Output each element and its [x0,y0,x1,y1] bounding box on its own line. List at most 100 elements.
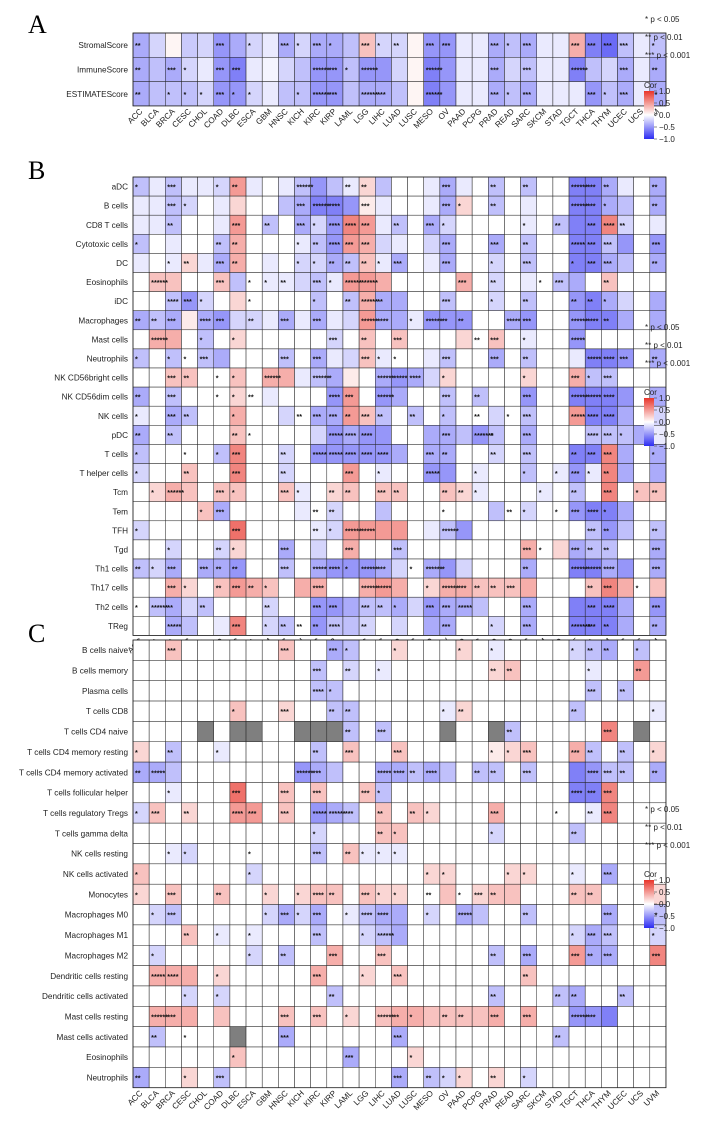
significance-stars: **** [587,316,598,325]
significance-stars: ** [280,450,286,459]
heatmap-cell [439,822,457,844]
significance-stars: *** [603,488,612,497]
heatmap-cell [407,1067,424,1088]
pvalue-legend-item: *** p < 0.001 [645,51,691,60]
heatmap-cell [245,1067,263,1088]
heatmap-cell [536,176,554,197]
heatmap-cell [536,348,554,369]
heatmap-cell [132,700,150,722]
heatmap-cell [294,348,311,369]
heatmap-cell [488,501,505,522]
heatmap-cell [132,539,150,560]
significance-stars: *** [313,316,322,325]
heatmap-cell [229,863,247,885]
heatmap-cell [407,616,424,636]
heatmap-cell [261,741,279,763]
heatmap-cell [213,1046,231,1068]
heatmap-cell [633,214,651,235]
significance-stars: **** [587,431,598,440]
heatmap-cell [649,660,667,681]
heatmap-cell [278,863,295,885]
significance-stars: **** [603,354,614,363]
significance-stars: * [329,278,332,287]
heatmap-cell [229,965,247,987]
significance-stars: ** [345,667,351,676]
heatmap-cell [375,863,392,885]
significance-stars: ** [603,278,609,287]
significance-stars: * [458,1074,461,1083]
pvalue-legend-item: * p < 0.05 [645,805,680,814]
heatmap-cell [148,520,166,541]
significance-stars: *** [216,90,225,99]
significance-stars: ****** [571,393,588,402]
heatmap-cell [165,761,182,783]
significance-stars: ****** [361,278,378,287]
heatmap-cell [181,822,198,844]
significance-stars: * [232,545,235,554]
heatmap-cell [229,348,247,369]
heatmap-cell [520,272,537,292]
heatmap-cell [471,57,489,82]
heatmap-cell [375,501,392,522]
heatmap-cell [358,386,376,407]
heatmap-cell [552,1046,570,1068]
heatmap-cell [342,501,360,522]
heatmap-cell [245,680,263,702]
significance-stars: * [135,603,138,612]
significance-stars: * [313,221,316,230]
heatmap-cell [148,843,166,865]
significance-stars: ***** [587,565,601,574]
heatmap-cell [181,639,198,661]
heatmap-cell [617,782,634,804]
significance-stars: *** [313,41,322,50]
heatmap-cell [326,1067,344,1088]
significance-stars: ** [280,278,286,287]
heatmap-cell [649,1067,667,1088]
heatmap-cell [310,945,328,966]
heatmap-cell [520,721,537,743]
significance-stars: ** [345,259,351,268]
significance-stars: *** [377,90,386,99]
significance-stars: *** [523,316,532,325]
heatmap-cell [261,310,279,331]
significance-stars: ** [555,1033,561,1042]
significance-stars: * [442,507,445,516]
heatmap-cell [261,463,279,483]
significance-stars: * [410,1012,413,1021]
heatmap-cell [536,1026,554,1048]
heatmap-cell [617,463,634,483]
heatmap-cell [617,558,634,579]
heatmap-cell [391,310,408,331]
significance-stars: *** [377,951,386,960]
significance-stars: *** [377,728,386,737]
heatmap-cell [181,214,198,235]
significance-stars: ** [587,890,593,899]
heatmap-cell [649,721,667,743]
heatmap-cell [601,680,618,702]
heatmap-cell [455,234,473,254]
heatmap-cell [504,985,521,1007]
heatmap-cell [310,863,328,885]
heatmap-cell [245,501,263,522]
significance-stars: **** [377,316,388,325]
significance-stars: ****** [313,90,330,99]
heatmap-cell [520,660,537,681]
heatmap-cell [261,863,279,885]
significance-stars: *** [329,335,338,344]
significance-stars: *** [313,972,322,981]
significance-stars: ** [167,221,173,230]
heatmap-cell [552,904,570,926]
heatmap-cell [294,463,311,483]
heatmap-cell [552,965,570,987]
heatmap-cell [471,176,489,197]
column-label: LGG [352,1089,371,1108]
significance-stars: ** [151,316,157,325]
row-label: Mast cells activated [57,1033,129,1042]
significance-stars: * [297,488,300,497]
heatmap-cell [455,253,473,273]
heatmap-cell [326,348,344,369]
significance-stars: ** [458,707,464,716]
significance-stars: ** [620,687,626,696]
heatmap-cell [132,616,150,636]
heatmap-cell [148,253,166,273]
